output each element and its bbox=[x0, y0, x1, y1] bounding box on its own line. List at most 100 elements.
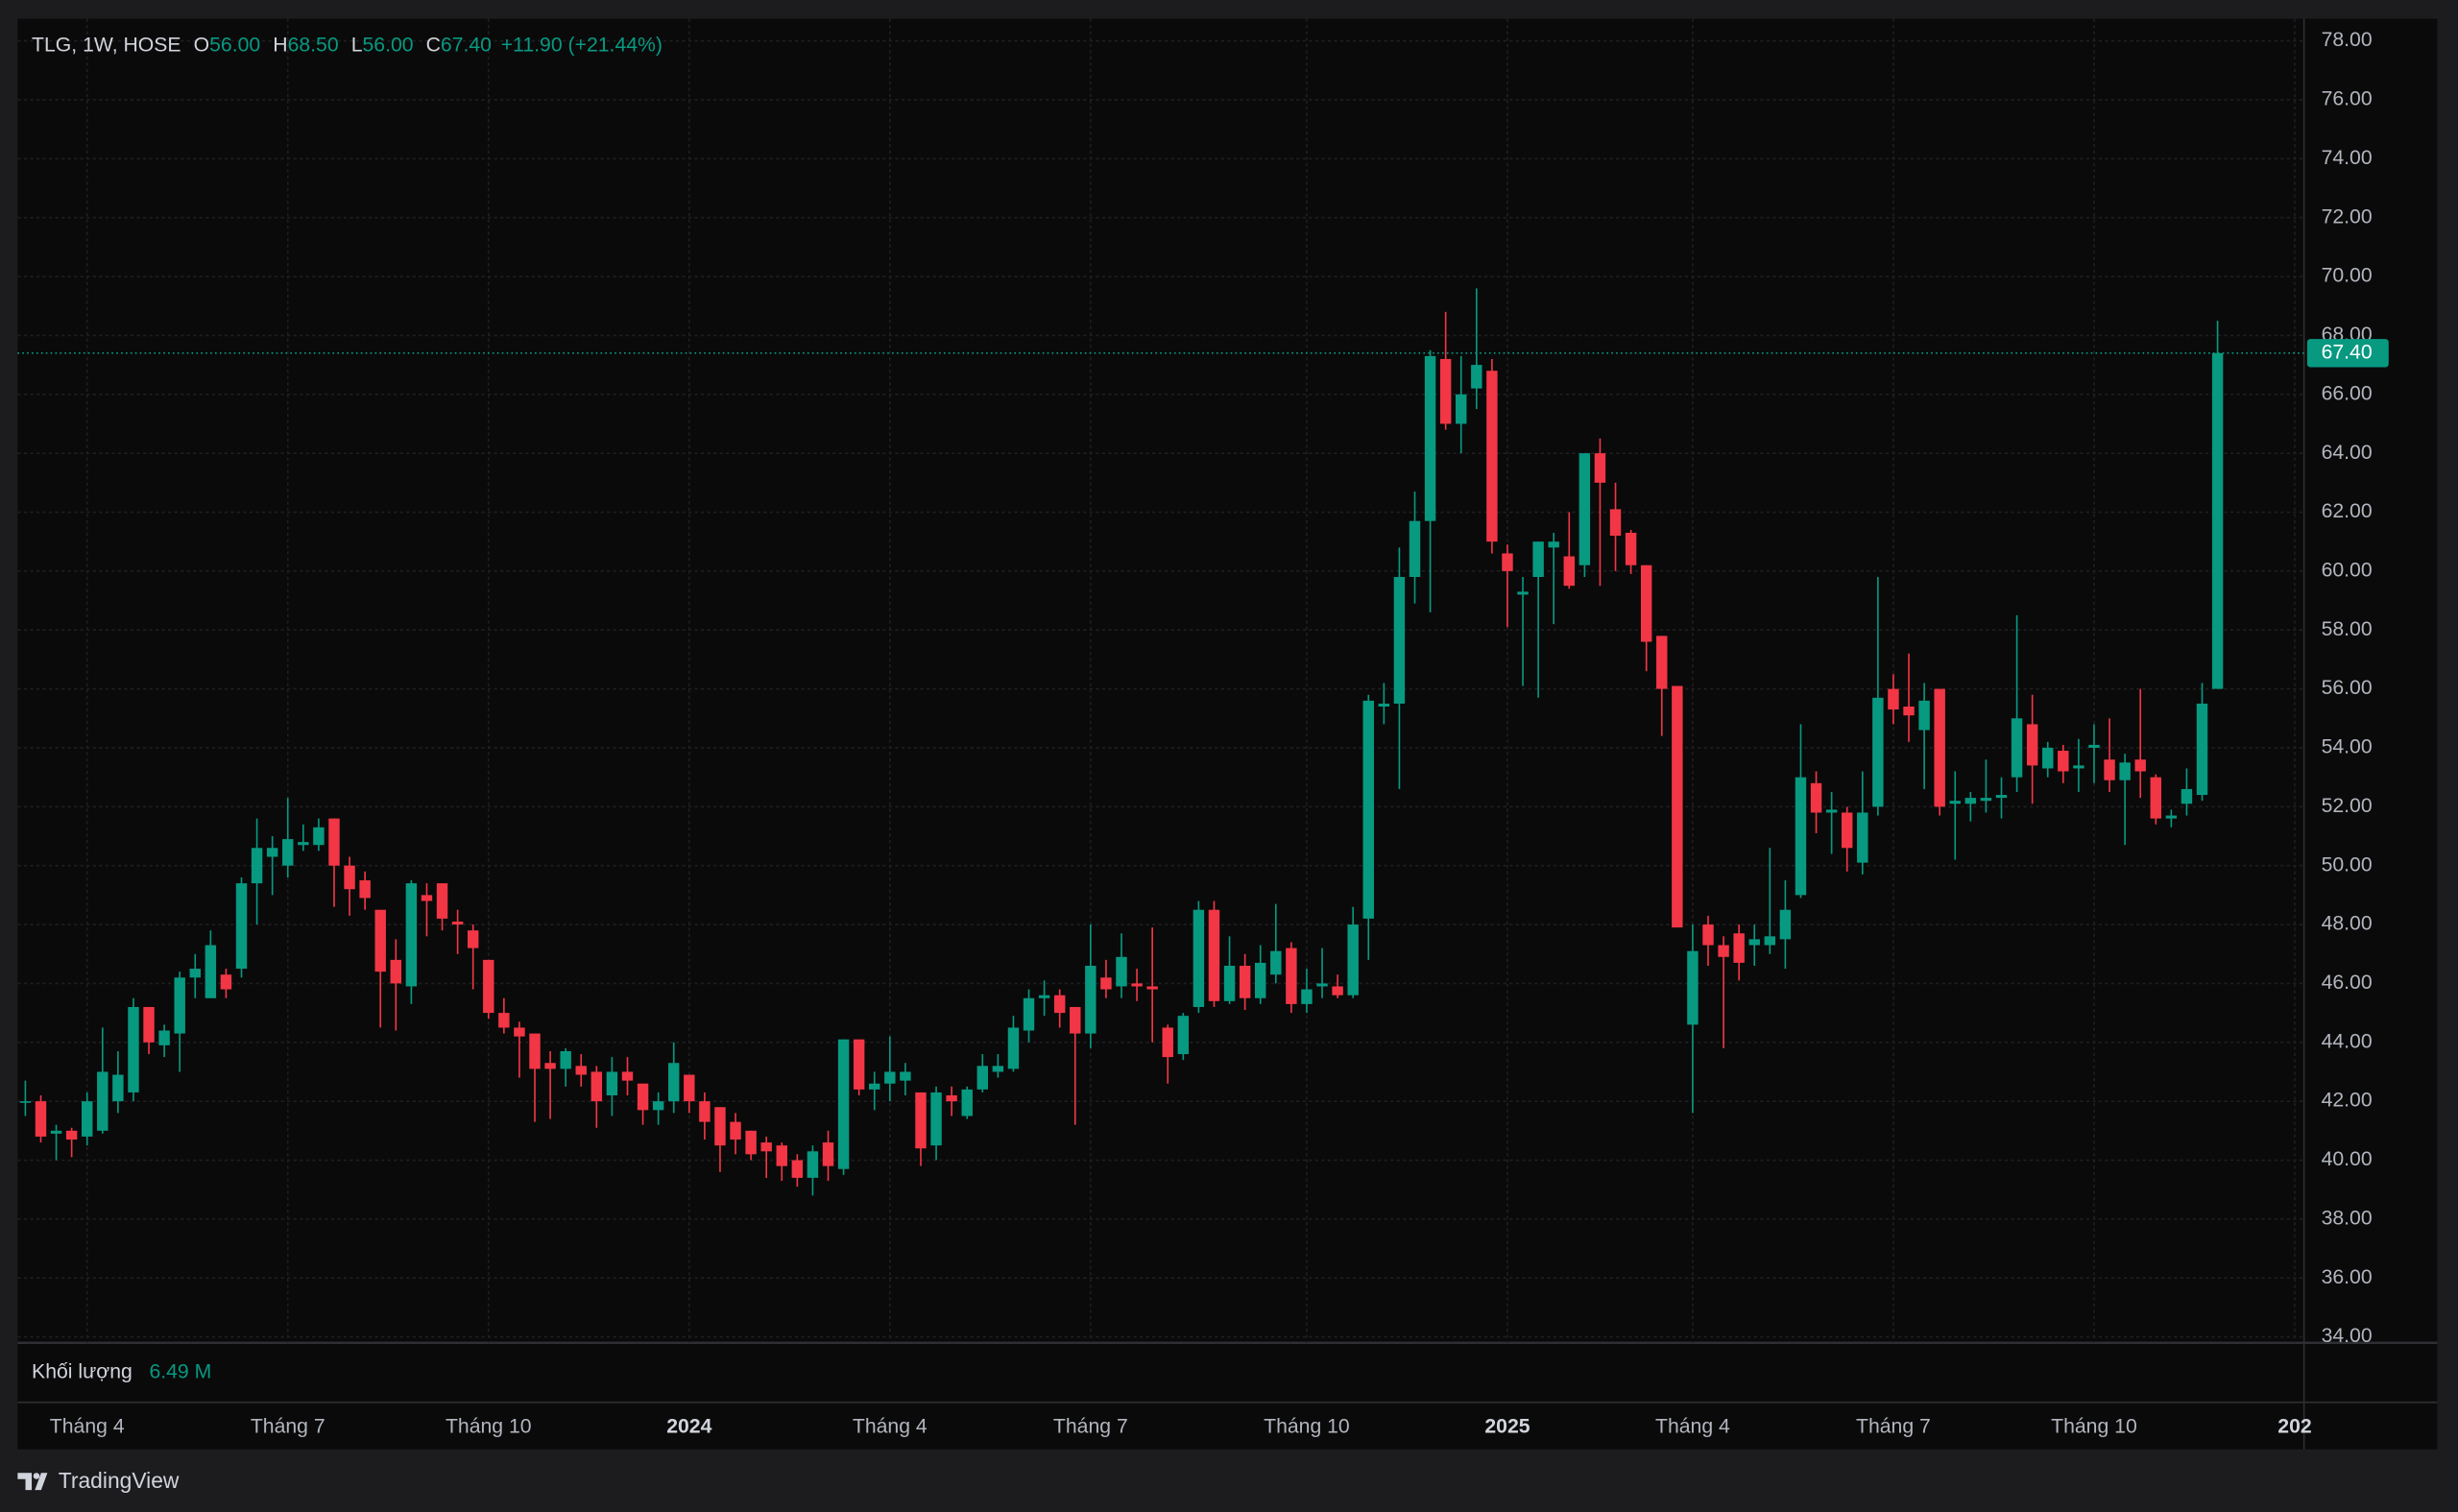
candle-body bbox=[82, 1101, 93, 1137]
candle-body bbox=[1687, 950, 1699, 1025]
candle-body bbox=[451, 921, 464, 925]
candle-body bbox=[1964, 798, 1977, 804]
y-tick-label: 36.00 bbox=[2322, 1266, 2373, 1288]
candle-body bbox=[961, 1089, 973, 1116]
candle-body bbox=[65, 1130, 78, 1140]
brand-logo: TradingView bbox=[17, 1468, 180, 1493]
candle-body bbox=[436, 883, 448, 919]
y-tick-label: 46.00 bbox=[2322, 972, 2373, 994]
candle-body bbox=[2211, 352, 2224, 689]
ohlc-key: C bbox=[426, 34, 441, 56]
candle-body bbox=[992, 1066, 1004, 1072]
candle-body bbox=[1656, 636, 1668, 689]
candle-body bbox=[2088, 744, 2100, 748]
ohlc-value: 67.40 bbox=[441, 34, 492, 56]
candle-body bbox=[2026, 724, 2038, 766]
candle-body bbox=[467, 930, 479, 948]
candle-body bbox=[2165, 815, 2178, 819]
candle-body bbox=[1456, 394, 1467, 424]
candle-body bbox=[158, 1030, 170, 1045]
y-tick-label: 54.00 bbox=[2322, 736, 2373, 758]
candle-body bbox=[637, 1083, 649, 1111]
candle-body bbox=[359, 880, 371, 899]
candle-body bbox=[1609, 509, 1622, 537]
candle-body bbox=[1872, 697, 1884, 807]
y-tick-label: 64.00 bbox=[2322, 442, 2373, 464]
candle-body bbox=[1409, 520, 1421, 578]
candle-body bbox=[1594, 453, 1606, 483]
x-tick-label: Tháng 4 bbox=[853, 1415, 928, 1437]
candle-body bbox=[2119, 762, 2131, 780]
candle-body bbox=[19, 1101, 32, 1103]
logo-icon bbox=[17, 1473, 48, 1491]
x-tick-label: Tháng 4 bbox=[50, 1415, 125, 1437]
ohlc-value: 68.50 bbox=[288, 34, 339, 56]
candle-body bbox=[791, 1160, 804, 1178]
candle-body bbox=[1085, 966, 1096, 1034]
candle-body bbox=[884, 1071, 896, 1084]
candle-body bbox=[205, 945, 217, 998]
candle-body bbox=[1223, 966, 1236, 1001]
candle-body bbox=[1347, 924, 1359, 996]
y-tick-label: 56.00 bbox=[2322, 677, 2373, 699]
candle-body bbox=[1857, 812, 1868, 863]
x-tick-label: 2025 bbox=[1484, 1415, 1530, 1437]
candle-body bbox=[50, 1130, 62, 1134]
candle-body bbox=[1131, 983, 1143, 987]
candle-body bbox=[1439, 358, 1452, 424]
candle-body bbox=[1208, 909, 1220, 1001]
candle-body bbox=[1918, 700, 1930, 731]
candle-body bbox=[1934, 688, 1945, 807]
candle-body bbox=[266, 848, 278, 857]
candle-body bbox=[1702, 924, 1714, 946]
y-tick-label: 52.00 bbox=[2322, 795, 2373, 817]
candle-body bbox=[946, 1095, 957, 1102]
x-tick-label: Tháng 7 bbox=[251, 1415, 325, 1437]
candle-body bbox=[220, 974, 232, 990]
candle-body bbox=[405, 883, 418, 987]
x-tick-label: Tháng 10 bbox=[1264, 1415, 1350, 1437]
y-tick-label: 44.00 bbox=[2322, 1030, 2373, 1052]
candle-body bbox=[2196, 703, 2208, 796]
candle-body bbox=[1548, 541, 1559, 548]
candle-body bbox=[1764, 936, 1776, 946]
y-tick-label: 42.00 bbox=[2322, 1090, 2373, 1112]
ohlc-key: O bbox=[194, 34, 210, 56]
candle-body bbox=[1286, 948, 1297, 1004]
candle-body bbox=[1563, 556, 1575, 587]
candle-body bbox=[313, 827, 325, 846]
candle-body bbox=[282, 839, 294, 866]
y-tick-label: 40.00 bbox=[2322, 1148, 2373, 1170]
y-tick-label: 72.00 bbox=[2322, 205, 2373, 228]
candle-body bbox=[1841, 812, 1853, 849]
candle-body bbox=[1903, 707, 1915, 716]
candle-body bbox=[1193, 909, 1205, 1007]
candle-body bbox=[2181, 788, 2193, 804]
candle-body bbox=[2150, 777, 2161, 819]
candle-body bbox=[1578, 453, 1591, 565]
candle-body bbox=[1517, 591, 1529, 595]
x-tick-label: 2024 bbox=[666, 1415, 711, 1437]
candle-body bbox=[1100, 977, 1112, 990]
y-tick-label: 78.00 bbox=[2322, 29, 2373, 51]
candle-body bbox=[930, 1092, 942, 1146]
candle-body bbox=[2104, 759, 2115, 780]
candle-body bbox=[1718, 945, 1729, 957]
ohlc-key: L bbox=[351, 34, 363, 56]
candle-body bbox=[2011, 718, 2023, 778]
ohlc-value: 56.00 bbox=[209, 34, 260, 56]
candle-body bbox=[174, 977, 185, 1034]
candle-body bbox=[1116, 956, 1127, 987]
candle-body bbox=[575, 1066, 587, 1075]
candle-body bbox=[1053, 995, 1066, 1014]
logo-dot bbox=[33, 1473, 40, 1479]
candle-body bbox=[2073, 765, 2084, 769]
candle-body bbox=[1239, 966, 1251, 998]
candle-body bbox=[915, 1092, 927, 1149]
candle-body bbox=[730, 1121, 741, 1140]
candle-body bbox=[35, 1101, 47, 1137]
candle-body bbox=[1023, 997, 1035, 1031]
y-tick-label: 58.00 bbox=[2322, 618, 2373, 640]
